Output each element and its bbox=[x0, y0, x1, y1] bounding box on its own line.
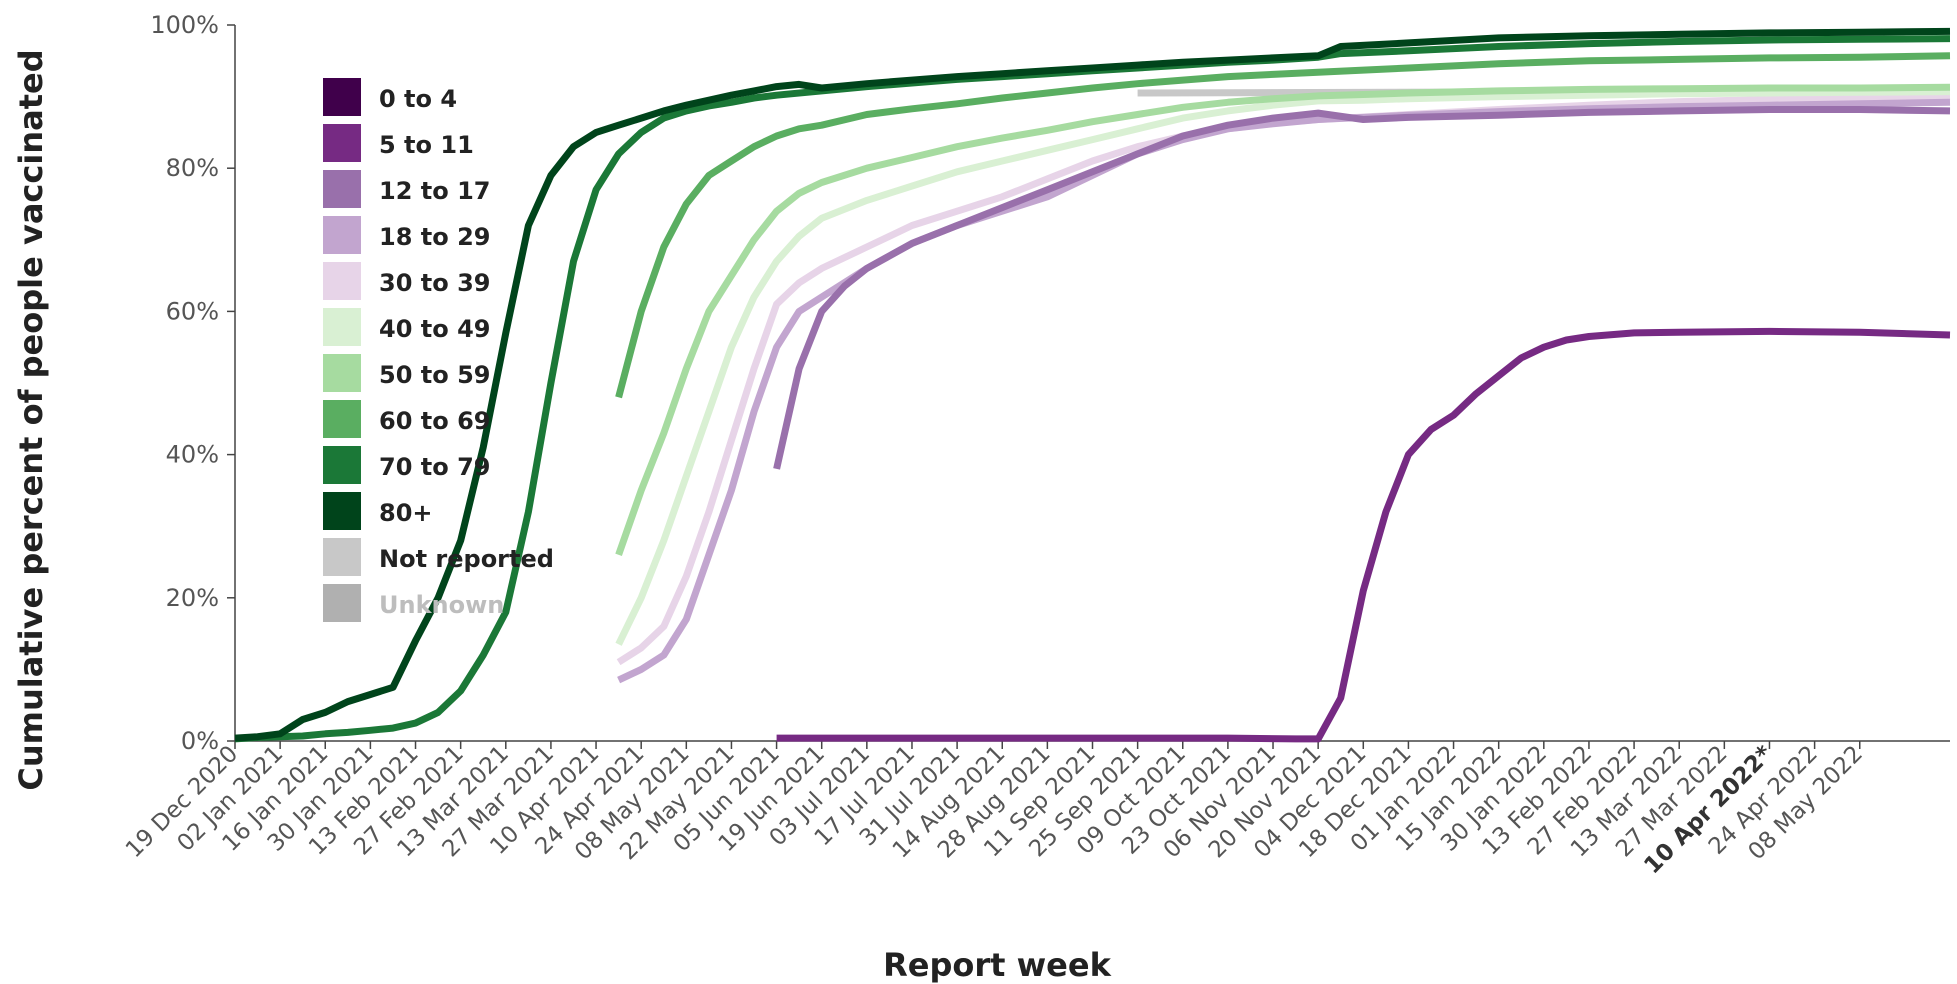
legend-swatch-60-to-69 bbox=[323, 400, 361, 438]
y-tick-label: 40% bbox=[166, 441, 219, 469]
legend-swatch-unknown bbox=[323, 584, 361, 622]
y-tick-label: 0% bbox=[181, 727, 219, 755]
series-line-80- bbox=[234, 27, 1951, 742]
legend-label-18-to-29: 18 to 29 bbox=[379, 223, 490, 251]
series-line-60-to-69 bbox=[615, 52, 1951, 399]
legend-swatch-18-to-29 bbox=[323, 216, 361, 254]
series-line-12-to-17 bbox=[773, 106, 1951, 470]
y-axis-title: Cumulative percent of people vaccinated bbox=[12, 49, 50, 790]
legend-label-12-to-17: 12 to 17 bbox=[379, 177, 490, 205]
series-line-70-to-79 bbox=[234, 35, 1951, 743]
series-line-50-to-59 bbox=[615, 83, 1951, 556]
legend-label-30-to-39: 30 to 39 bbox=[379, 269, 490, 297]
legend-swatch-70-to-79 bbox=[323, 446, 361, 484]
series-line-40-to-49 bbox=[615, 88, 1951, 646]
y-tick-label: 80% bbox=[166, 154, 219, 182]
legend-label-60-to-69: 60 to 69 bbox=[379, 407, 490, 435]
legend-label-80-: 80+ bbox=[379, 499, 433, 527]
series-line-18-to-29 bbox=[617, 98, 1951, 684]
legend-label-40-to-49: 40 to 49 bbox=[379, 315, 490, 343]
legend-label-5-to-11: 5 to 11 bbox=[379, 131, 474, 159]
legend-swatch-80- bbox=[323, 492, 361, 530]
legend-swatch-40-to-49 bbox=[323, 308, 361, 346]
legend-swatch-50-to-59 bbox=[323, 354, 361, 392]
legend-swatch-not-reported bbox=[323, 538, 361, 576]
legend-label-0-to-4: 0 to 4 bbox=[379, 85, 457, 113]
y-tick-label: 100% bbox=[150, 11, 219, 39]
y-axis: 0% 20% 40% 60% 80% 100% bbox=[150, 11, 236, 755]
legend-label-50-to-59: 50 to 59 bbox=[379, 361, 490, 389]
legend-swatch-30-to-39 bbox=[323, 262, 361, 300]
x-axis-title: Report week bbox=[883, 946, 1111, 984]
y-tick-label: 60% bbox=[166, 297, 219, 325]
legend: 0 to 4 5 to 11 12 to 17 18 to 29 30 to 39 40 … bbox=[323, 78, 554, 622]
legend-swatch-0-to-4 bbox=[323, 78, 361, 116]
legend-label-unknown: Unknown bbox=[379, 591, 504, 619]
plot-area bbox=[234, 27, 1951, 743]
legend-label-not-reported: Not reported bbox=[379, 545, 554, 573]
legend-swatch-12-to-17 bbox=[323, 170, 361, 208]
legend-label-70-to-79: 70 to 79 bbox=[379, 453, 490, 481]
y-tick-label: 20% bbox=[166, 584, 219, 612]
series-line-5-to-11 bbox=[776, 327, 1951, 743]
legend-swatch-5-to-11 bbox=[323, 124, 361, 162]
